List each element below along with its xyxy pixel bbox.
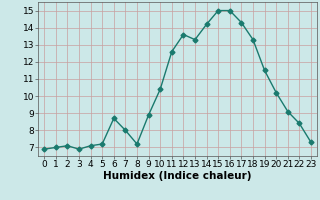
X-axis label: Humidex (Indice chaleur): Humidex (Indice chaleur): [103, 171, 252, 181]
